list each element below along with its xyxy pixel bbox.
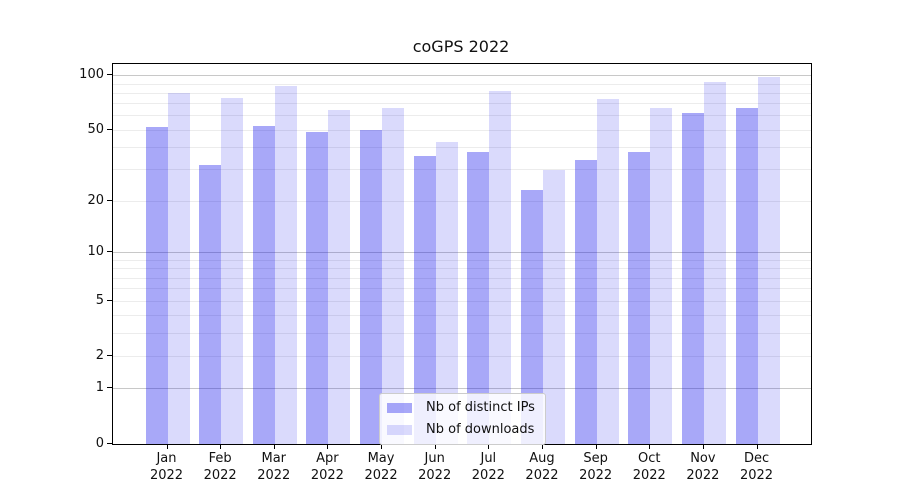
bar-distinct-ips-aug	[520, 190, 543, 444]
gridline-70	[113, 103, 811, 105]
x-tick-label-sep: Sep 2022	[579, 451, 613, 483]
legend-swatch-distinct-ips	[387, 402, 412, 413]
x-tick-label-jun: Jun 2022	[418, 451, 452, 483]
bar-distinct-ips-may	[360, 130, 383, 444]
bar-distinct-ips-feb	[199, 164, 222, 444]
gridline-4	[113, 315, 811, 317]
gridline-5	[113, 300, 811, 302]
bar-distinct-ips-dec	[735, 108, 758, 444]
y-tick-label-5: 5	[95, 292, 104, 308]
y-tick-label-10: 10	[87, 244, 104, 260]
y-tick-label-20: 20	[87, 192, 104, 208]
gridline-3	[113, 332, 811, 334]
bar-downloads-mar	[274, 85, 297, 444]
gridline-8	[113, 268, 811, 270]
x-tick-label-dec: Dec 2022	[739, 451, 774, 483]
x-tick-label-may: May 2022	[364, 451, 398, 483]
legend: Nb of distinct IPs Nb of downloads	[379, 393, 546, 445]
gridline-50	[113, 129, 811, 131]
bar-downloads-jul	[489, 91, 512, 444]
bar-distinct-ips-nov	[681, 113, 704, 444]
bar-downloads-aug	[542, 169, 565, 444]
legend-label-downloads: Nb of downloads	[426, 422, 535, 437]
bar-downloads-oct	[650, 108, 673, 444]
bar-distinct-ips-sep	[574, 160, 597, 444]
gridline-90	[113, 83, 811, 85]
y-tick-label-2: 2	[95, 347, 104, 363]
gridline-1	[113, 388, 811, 390]
gridline-40	[113, 147, 811, 149]
x-tick-label-feb: Feb 2022	[203, 451, 237, 483]
gridline-9	[113, 259, 811, 261]
x-tick-label-apr: Apr 2022	[310, 451, 344, 483]
y-tick-label-0: 0	[95, 435, 104, 451]
chart-title: coGPS 2022	[412, 37, 510, 56]
bar-distinct-ips-mar	[252, 125, 275, 444]
plot-area: Nb of distinct IPs Nb of downloads	[112, 63, 812, 445]
bar-distinct-ips-jan	[145, 127, 168, 444]
bar-downloads-feb	[221, 98, 244, 444]
y-tick-label-100: 100	[79, 67, 104, 83]
bar-distinct-ips-oct	[628, 151, 651, 444]
gridline-30	[113, 169, 811, 171]
bar-downloads-apr	[328, 109, 351, 444]
gridline-80	[113, 92, 811, 94]
bar-distinct-ips-jul	[467, 151, 490, 444]
gridline-20	[113, 200, 811, 202]
bar-downloads-nov	[703, 82, 726, 444]
bar-downloads-dec	[757, 77, 780, 444]
gridline-6	[113, 288, 811, 290]
bar-distinct-ips-jun	[413, 155, 436, 444]
bar-downloads-jan	[167, 93, 190, 444]
y-tick-label-50: 50	[87, 121, 104, 137]
gridline-2	[113, 355, 811, 357]
legend-swatch-downloads	[387, 424, 412, 435]
gridline-7	[113, 277, 811, 279]
x-tick-label-oct: Oct 2022	[632, 451, 666, 483]
bar-downloads-jun	[435, 142, 458, 444]
x-tick-label-mar: Mar 2022	[257, 451, 291, 483]
legend-item-distinct-ips: Nb of distinct IPs	[387, 398, 535, 417]
gridline-10	[113, 252, 811, 254]
gridline-100	[113, 75, 811, 77]
x-tick-label-aug: Aug 2022	[525, 451, 559, 483]
y-tick-label-1: 1	[95, 380, 104, 396]
x-tick-label-jan: Jan 2022	[149, 451, 184, 483]
legend-label-distinct-ips: Nb of distinct IPs	[426, 400, 535, 415]
legend-item-downloads: Nb of downloads	[387, 420, 535, 439]
bar-distinct-ips-apr	[306, 131, 329, 444]
gridline-60	[113, 115, 811, 117]
x-tick-label-jul: Jul 2022	[471, 451, 505, 483]
bar-downloads-may	[382, 108, 405, 444]
bar-downloads-sep	[596, 99, 619, 444]
x-tick-label-nov: Nov 2022	[686, 451, 720, 483]
